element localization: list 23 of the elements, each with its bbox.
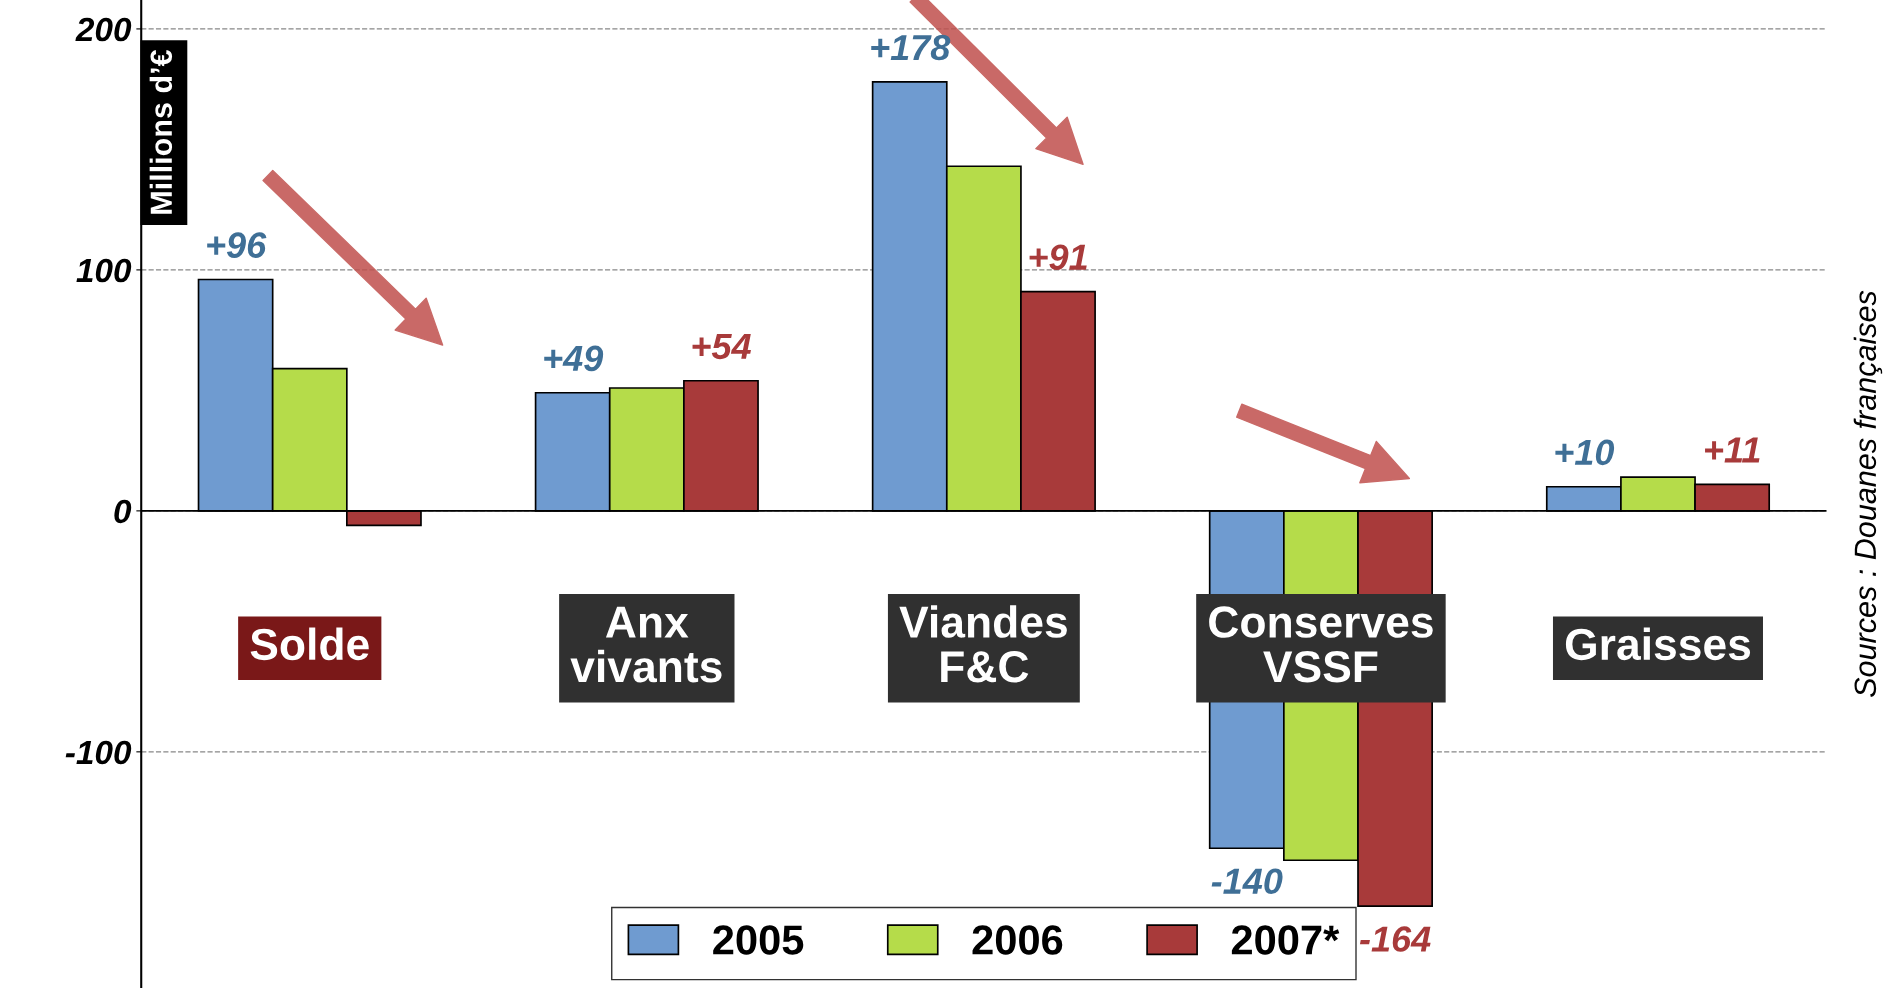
legend-label: 2007* <box>1231 925 1340 955</box>
x-tick-label: Anx vivants <box>570 606 722 683</box>
data-label: +96 <box>207 232 267 258</box>
x-tick-label: Viandes F&C <box>899 605 1067 683</box>
x-tick-label: Solde <box>250 627 369 661</box>
data-label: -164 <box>1359 926 1431 952</box>
data-label: +11 <box>1705 437 1760 463</box>
data-label: +54 <box>692 333 751 360</box>
source-note: Sources : Douanes françaises <box>1853 290 1883 697</box>
data-label: +49 <box>544 345 604 372</box>
data-label: +91 <box>1029 244 1087 270</box>
x-tick-label: Graisses <box>1565 627 1751 661</box>
y-axis-title: Millions d’€ <box>149 49 173 214</box>
y-tick-label: -100 <box>65 740 132 765</box>
y-tick-label: 200 <box>75 17 132 42</box>
legend-label: 2006 <box>972 925 1063 955</box>
data-label: +10 <box>1555 439 1615 466</box>
y-tick-label: 0 <box>114 499 132 524</box>
data-label: +178 <box>871 34 951 61</box>
x-tick-label: Conserves VSSF <box>1209 606 1433 683</box>
legend-label: 2005 <box>713 925 804 955</box>
data-label: -140 <box>1211 868 1283 895</box>
y-tick-label: 100 <box>76 258 132 283</box>
